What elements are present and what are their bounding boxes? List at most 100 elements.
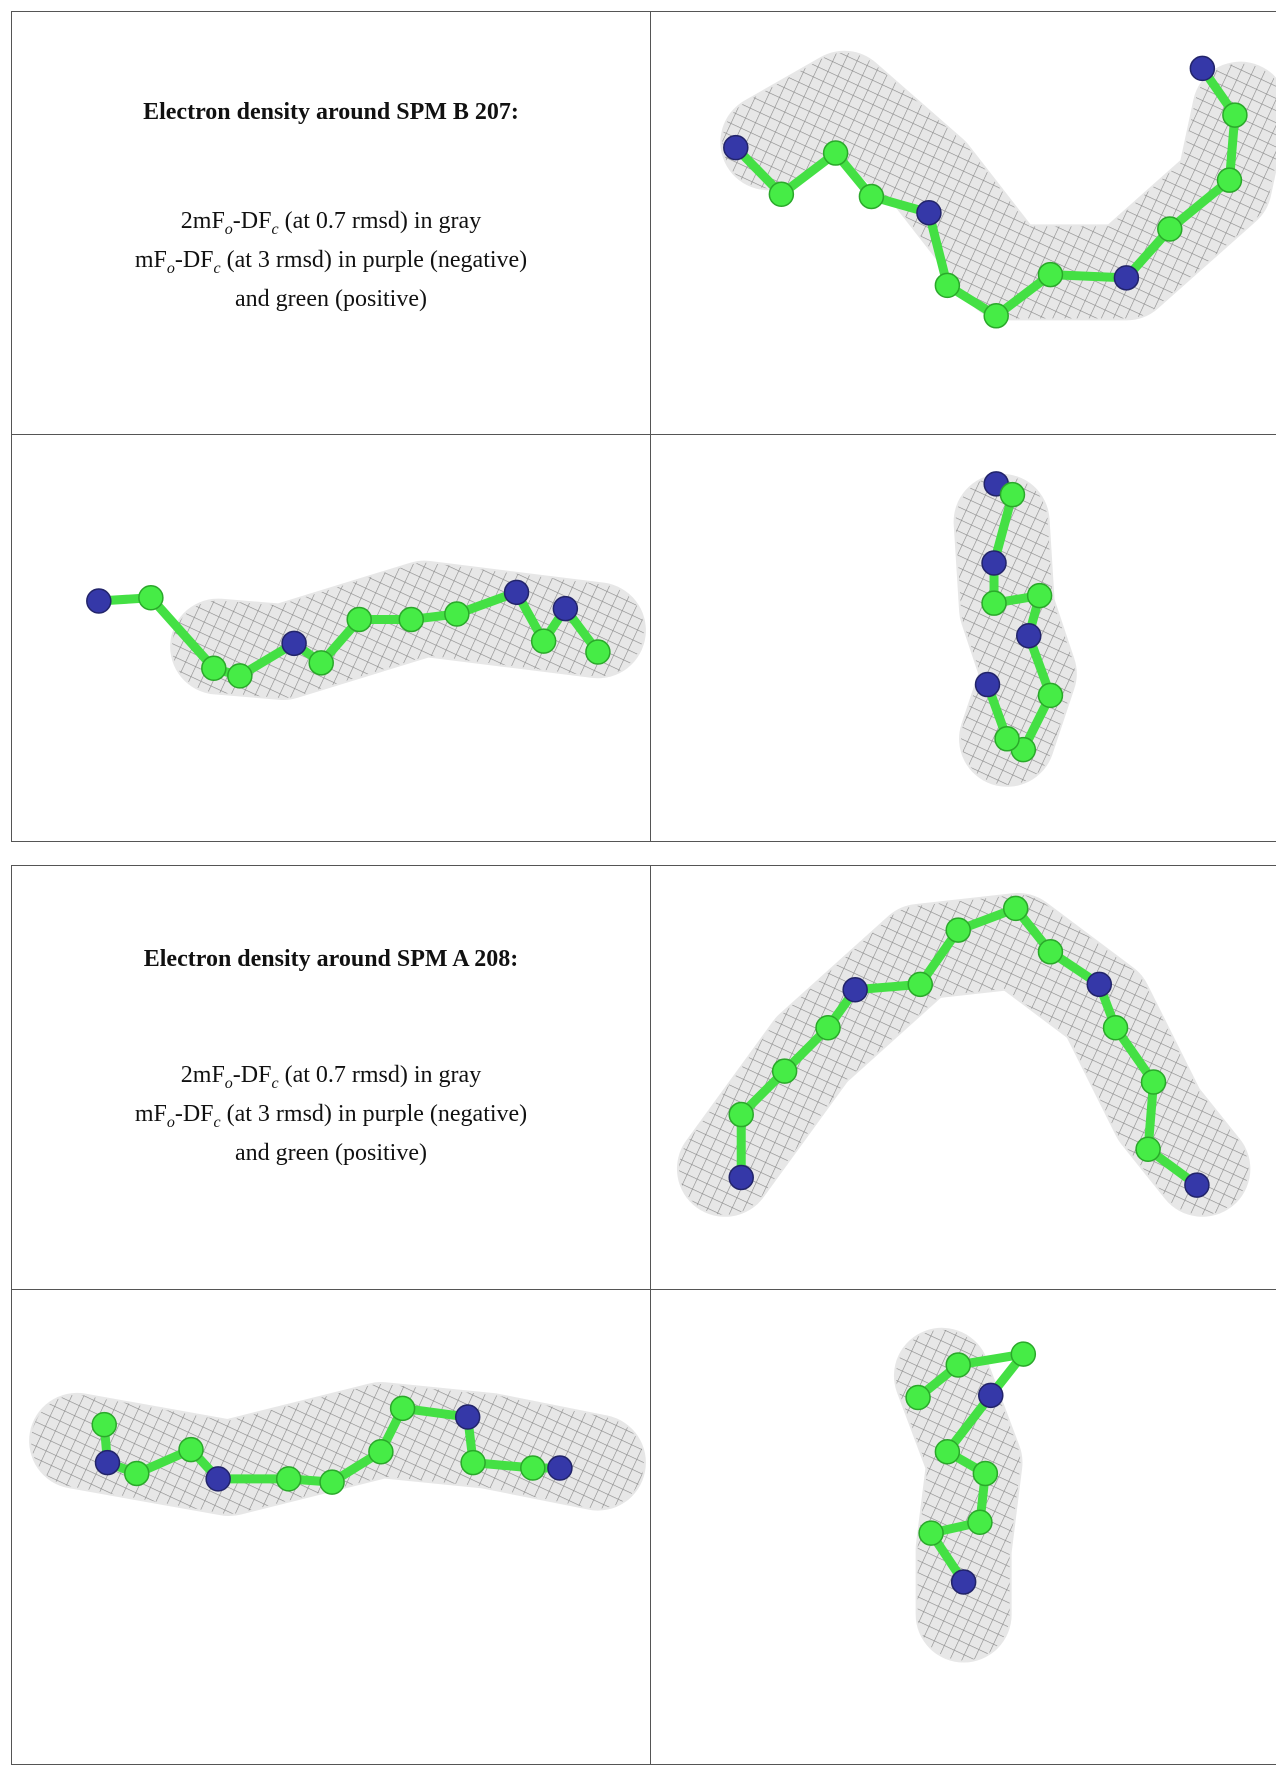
- atom: [1037, 682, 1064, 709]
- atom: [319, 1469, 345, 1495]
- atom: [123, 1460, 150, 1487]
- cell-border: [650, 12, 651, 841]
- table-1: Electron density around SPM B 207: 2mFo-…: [11, 11, 1276, 842]
- atom: [981, 590, 1007, 617]
- cell-border: [12, 1289, 1276, 1290]
- density-image: [953, 471, 1077, 787]
- text-run: -DF: [174, 247, 214, 273]
- caption-line: and green (positive): [12, 286, 650, 313]
- atom: [1037, 938, 1064, 965]
- atom: [1216, 167, 1243, 193]
- atom: [999, 482, 1026, 508]
- atom: [547, 1455, 573, 1481]
- text-run: (at 3 rmsd) in purple (negative): [220, 1101, 528, 1127]
- atom: [91, 1411, 117, 1438]
- atom: [842, 976, 868, 1003]
- density-image: [893, 1327, 1036, 1663]
- subscript: o: [224, 220, 233, 238]
- density-image: [29, 1382, 646, 1516]
- atom: [722, 134, 749, 161]
- atom: [977, 1382, 1004, 1409]
- cell-border: [650, 866, 651, 1764]
- cell-border: [12, 434, 1276, 435]
- text-run: mF: [134, 247, 167, 273]
- atom: [389, 1395, 416, 1422]
- atom: [967, 1509, 993, 1535]
- text-run: -DF: [232, 208, 272, 234]
- atom: [1037, 261, 1064, 288]
- density-image: [85, 560, 646, 701]
- atom: [1156, 216, 1183, 242]
- atom: [981, 550, 1007, 576]
- atom: [454, 1404, 481, 1430]
- atom: [822, 140, 849, 166]
- atom: [728, 1164, 754, 1190]
- cell-title: Electron density around SPM B 207:: [143, 99, 519, 125]
- cell-title: Electron density around SPM A 208:: [143, 946, 519, 972]
- text-run: mF: [134, 1101, 167, 1127]
- atom: [972, 1460, 998, 1487]
- atom: [1102, 1014, 1129, 1041]
- atom: [200, 655, 227, 682]
- table-2: Electron density around SPM A 208: 2mFo-…: [11, 865, 1276, 1765]
- atom: [771, 1058, 798, 1084]
- subscript: o: [166, 1113, 175, 1131]
- atom: [1184, 1172, 1210, 1198]
- caption-line: 2mFo-DFc (at 0.7 rmsd) in gray: [12, 208, 650, 239]
- subscript: c: [271, 220, 279, 238]
- atom: [1140, 1068, 1167, 1095]
- atom: [94, 1449, 121, 1476]
- atom: [1086, 971, 1112, 997]
- text-run: -DF: [174, 1101, 214, 1127]
- atom: [1135, 1136, 1161, 1162]
- density-mesh: [722, 52, 1276, 319]
- caption-line: mFo-DFc (at 3 rmsd) in purple (negative): [12, 247, 650, 278]
- density-mesh: [172, 562, 644, 699]
- caption-line: and green (positive): [12, 1140, 650, 1167]
- atom: [398, 606, 424, 633]
- atom: [934, 1438, 960, 1465]
- atom: [281, 630, 307, 657]
- atom: [85, 588, 112, 614]
- atom: [444, 601, 470, 627]
- atom: [275, 1466, 302, 1492]
- atom: [460, 1449, 486, 1476]
- density-image: [676, 892, 1251, 1217]
- atom: [346, 606, 372, 633]
- atom: [728, 1101, 754, 1128]
- atom: [907, 971, 933, 997]
- atom: [1015, 623, 1042, 649]
- atom: [945, 917, 971, 943]
- atom: [768, 181, 794, 207]
- atom: [1002, 895, 1029, 921]
- atom: [368, 1438, 394, 1465]
- atom: [205, 1466, 231, 1492]
- text-run: 2mF: [180, 1062, 225, 1088]
- subscript: o: [166, 259, 175, 277]
- atom: [530, 628, 557, 654]
- atom: [1010, 1341, 1036, 1367]
- atom: [308, 650, 334, 676]
- atom: [974, 671, 1001, 698]
- atom: [227, 663, 253, 689]
- density-image: [720, 50, 1276, 329]
- atom: [950, 1569, 977, 1595]
- text-run: (at 0.7 rmsd) in gray: [278, 208, 482, 234]
- text-run: (at 0.7 rmsd) in gray: [278, 1062, 482, 1088]
- atom: [1113, 264, 1139, 291]
- text-run: and green (positive): [235, 1140, 427, 1166]
- atom: [934, 272, 960, 299]
- text-run: -DF: [232, 1062, 272, 1088]
- atom: [1189, 55, 1215, 82]
- page: Electron density around SPM B 207: 2mFo-…: [11, 11, 1276, 1765]
- atom: [1026, 582, 1053, 609]
- text-run: and green (positive): [235, 286, 427, 312]
- atom: [815, 1014, 841, 1041]
- atom: [178, 1436, 204, 1463]
- atom: [916, 199, 942, 226]
- subscript: c: [213, 1113, 221, 1131]
- subscript: c: [213, 259, 221, 277]
- atom: [585, 639, 611, 665]
- text-run: 2mF: [180, 208, 225, 234]
- text-run: (at 3 rmsd) in purple (negative): [220, 247, 528, 273]
